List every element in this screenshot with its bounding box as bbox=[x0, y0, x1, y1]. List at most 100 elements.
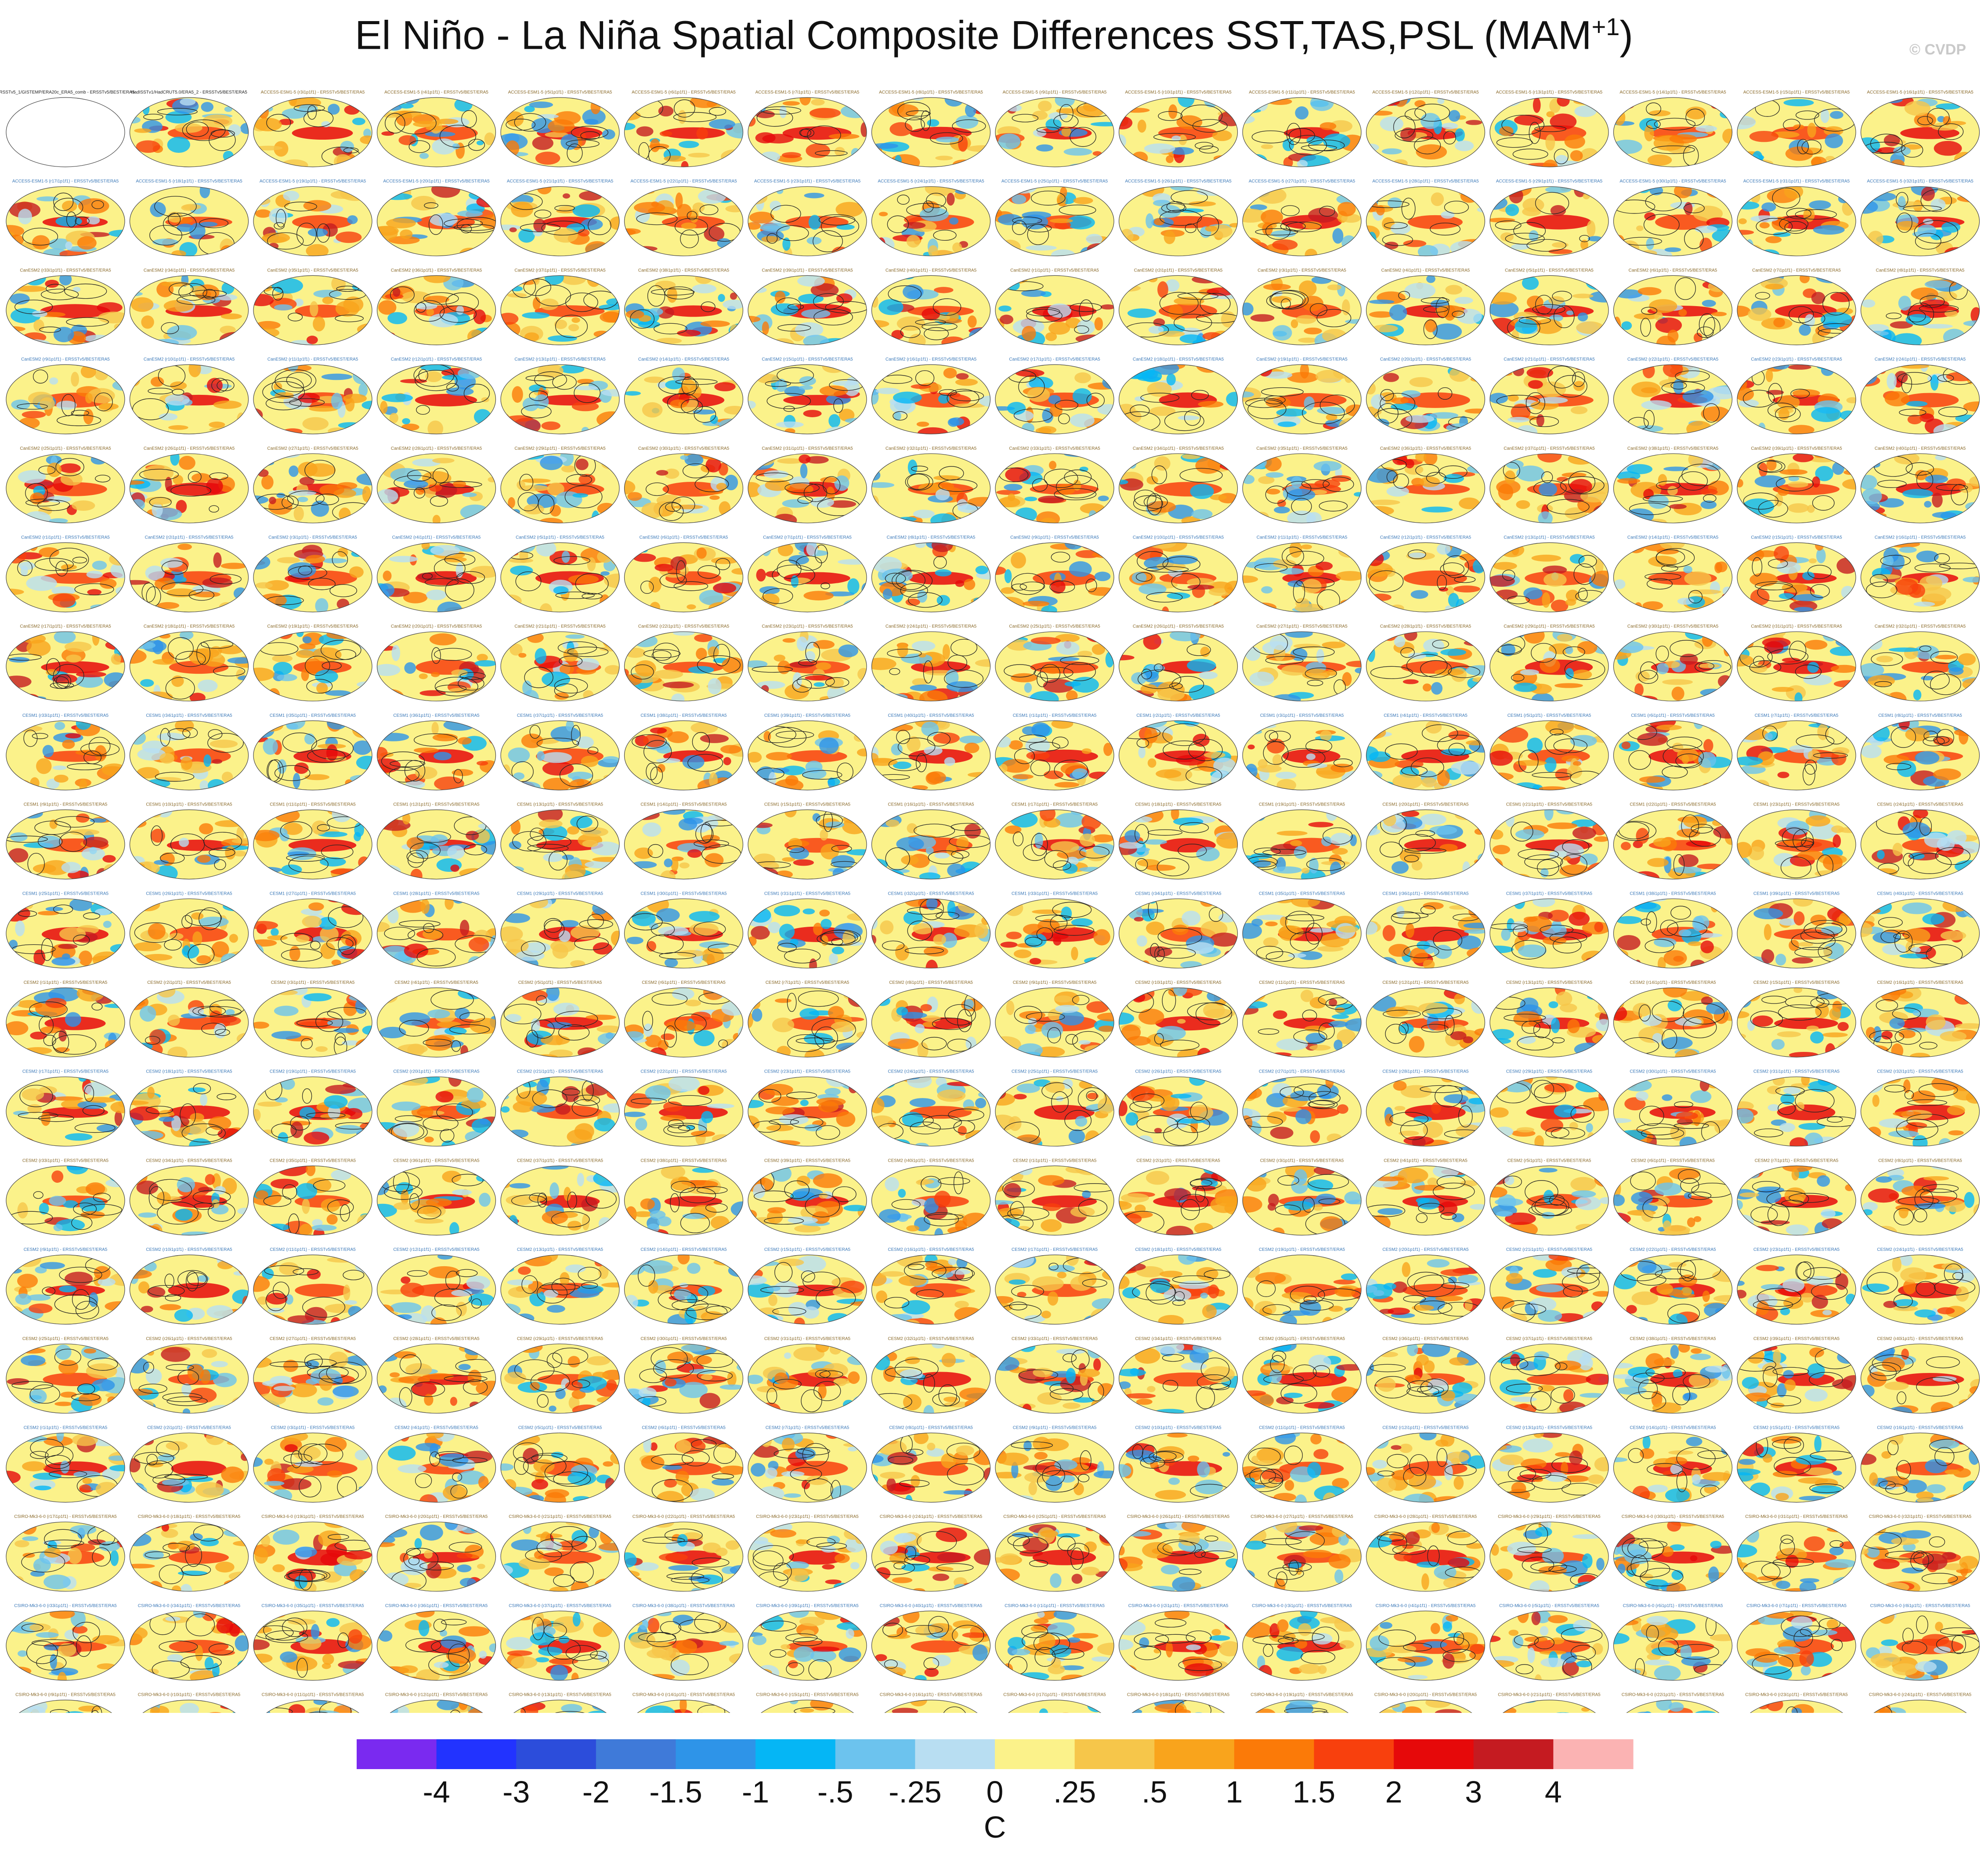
anomaly-patch bbox=[253, 294, 274, 307]
psl-contour bbox=[906, 203, 947, 217]
anomaly-patch bbox=[1490, 829, 1504, 840]
anomaly-patch bbox=[1490, 195, 1507, 210]
anomaly-patch bbox=[1401, 810, 1420, 817]
anomaly-patch bbox=[1773, 232, 1791, 237]
anomaly-patch bbox=[1805, 815, 1831, 827]
psl-contour bbox=[1443, 131, 1456, 144]
anomaly-patch bbox=[1965, 815, 1980, 826]
anomaly-patch bbox=[1904, 101, 1930, 116]
anomaly-patch bbox=[571, 317, 580, 323]
anomaly-patch bbox=[1341, 770, 1361, 787]
anomaly-patch bbox=[755, 110, 775, 119]
anomaly-patch bbox=[352, 118, 365, 125]
map-panel: CanESM2 (r2i1p1f1) - ERSSTv5/BEST/ERA5 bbox=[1118, 268, 1238, 346]
anomaly-patch bbox=[1840, 410, 1856, 420]
anomaly-patch bbox=[804, 192, 824, 199]
psl-contour bbox=[163, 213, 197, 235]
anomaly-patch bbox=[1210, 494, 1227, 500]
anomaly-patch bbox=[1934, 141, 1962, 156]
anomaly-patch bbox=[967, 315, 977, 328]
anomaly-patch bbox=[98, 311, 125, 324]
anomaly-patch bbox=[299, 643, 316, 650]
anomaly-patch bbox=[681, 161, 689, 167]
anomaly-patch bbox=[1061, 126, 1071, 137]
anomaly-patch bbox=[506, 542, 520, 550]
anomaly-patch bbox=[1315, 561, 1333, 571]
anomaly-patch bbox=[853, 733, 865, 742]
anomaly-patch bbox=[488, 722, 496, 731]
anomaly-patch bbox=[1176, 115, 1203, 130]
psl-contour bbox=[66, 211, 77, 228]
anomaly-patch bbox=[1011, 552, 1026, 569]
panel-title: ACCESS-ESM1-5 (r27i1p1f1) - ERSSTv5/BEST… bbox=[1249, 179, 1355, 184]
anomaly-patch bbox=[1451, 761, 1482, 775]
psl-contour bbox=[1414, 104, 1450, 122]
panel-title: CESM1 (r12i1p1f1) - ERSSTv5/BEST/ERA5 bbox=[393, 802, 480, 807]
psl-contour bbox=[921, 110, 931, 131]
anomaly-patch bbox=[1869, 461, 1881, 468]
anomaly-patch bbox=[1490, 278, 1504, 286]
psl-contour bbox=[567, 143, 583, 163]
psl-contour bbox=[445, 293, 479, 313]
anomaly-patch bbox=[998, 305, 1012, 312]
anomaly-patch bbox=[1933, 424, 1960, 434]
anomaly-patch bbox=[486, 246, 496, 256]
anomaly-patch bbox=[1500, 232, 1514, 242]
anomaly-patch bbox=[1884, 391, 1910, 407]
panel-title: ACCESS-ESM1-5 (r13i1p1f1) - ERSSTv5/BEST… bbox=[1496, 90, 1603, 95]
anomaly-patch bbox=[1366, 332, 1380, 345]
anomaly-patch bbox=[891, 743, 903, 755]
anomaly-patch bbox=[20, 565, 28, 576]
anomaly-patch bbox=[874, 237, 895, 253]
anomaly-patch bbox=[679, 141, 699, 148]
psl-contour bbox=[293, 104, 325, 112]
anomaly-patch bbox=[805, 675, 833, 681]
anomaly-patch bbox=[413, 121, 440, 127]
anomaly-patch bbox=[61, 564, 77, 570]
anomaly-patch bbox=[1271, 230, 1296, 238]
anomaly-patch bbox=[1341, 299, 1350, 315]
map-panel: CanESM2 (r34i1p1f1) - ERSSTv5/BEST/ERA5 bbox=[1118, 446, 1238, 524]
map-panel: CanESM2 (r13i1p1f1) - ERSSTv5/BEST/ERA5 bbox=[1489, 535, 1609, 613]
anomaly-patch bbox=[834, 475, 849, 491]
psl-contour bbox=[566, 139, 600, 148]
anomaly-patch bbox=[30, 777, 40, 789]
anomaly-patch bbox=[1847, 247, 1856, 254]
anomaly-patch bbox=[501, 454, 515, 466]
anomaly-patch bbox=[853, 784, 866, 790]
psl-contour bbox=[416, 302, 427, 313]
map-panel: CanESM2 (r26i1p1f1) - ERSSTv5/BEST/ERA5 bbox=[129, 446, 249, 524]
psl-contour bbox=[1036, 126, 1059, 133]
map-panel: CanESM2 (r17i1p1f1) - ERSSTv5/BEST/ERA5 bbox=[6, 624, 125, 701]
anomaly-patch bbox=[1631, 381, 1661, 397]
anomaly-patch bbox=[311, 820, 328, 835]
map-panel-grid: ERSSTv5_1/GISTEMP/ERA20c_ERA5_comb - ERS… bbox=[0, 90, 1980, 1713]
map-panel: CanESM2 (r23i1p1f1) - ERSSTv5/BEST/ERA5 bbox=[748, 624, 867, 701]
anomaly-patch bbox=[859, 774, 867, 786]
anomaly-patch bbox=[1648, 556, 1677, 567]
anomaly-patch bbox=[1868, 192, 1896, 201]
psl-contour bbox=[1286, 123, 1301, 145]
anomaly-patch bbox=[501, 372, 510, 378]
anomaly-patch bbox=[1147, 758, 1157, 768]
anomaly-patch bbox=[903, 284, 924, 300]
psl-contour bbox=[709, 107, 727, 116]
anomaly-patch bbox=[803, 410, 822, 417]
map-panel: CanESM2 (r11i1p1f1) - ERSSTv5/BEST/ERA5 bbox=[253, 357, 372, 434]
map-outline bbox=[1118, 275, 1238, 346]
psl-contour bbox=[1414, 136, 1441, 155]
anomaly-patch bbox=[592, 158, 609, 167]
anomaly-patch bbox=[255, 582, 273, 589]
anomaly-patch bbox=[596, 411, 619, 428]
anomaly-patch bbox=[1272, 239, 1298, 250]
anomaly-patch bbox=[1132, 816, 1153, 823]
anomaly-patch bbox=[392, 287, 401, 297]
anomaly-patch bbox=[1247, 603, 1257, 612]
panel-title: CanESM2 (r16i1p1f1) - ERSSTv5/BEST/ERA5 bbox=[886, 357, 977, 362]
anomaly-patch bbox=[763, 731, 771, 742]
anomaly-patch bbox=[355, 340, 372, 344]
anomaly-patch bbox=[1107, 285, 1114, 299]
anomaly-patch bbox=[1647, 154, 1672, 166]
psl-contour bbox=[336, 285, 359, 292]
anomaly-patch bbox=[1464, 408, 1485, 414]
